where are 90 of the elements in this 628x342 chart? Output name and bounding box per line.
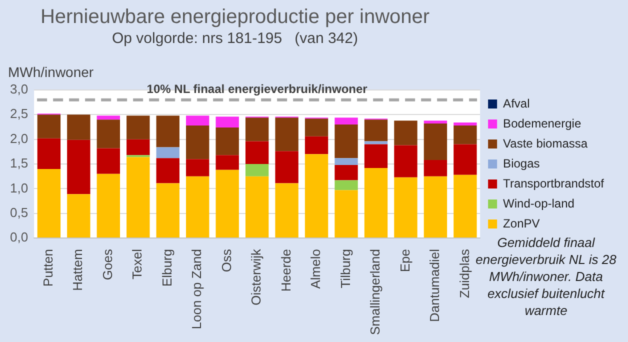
y-tick-label: 2,5 bbox=[10, 106, 28, 122]
bar bbox=[454, 144, 477, 175]
bar bbox=[275, 151, 298, 184]
bar bbox=[454, 122, 477, 126]
bar bbox=[304, 154, 328, 238]
bar bbox=[186, 126, 210, 160]
bar bbox=[275, 183, 298, 238]
bar bbox=[156, 158, 180, 184]
bar bbox=[364, 144, 388, 168]
x-tick-label: Loon op Zand bbox=[189, 249, 204, 330]
bar bbox=[275, 118, 298, 152]
bar bbox=[96, 116, 120, 120]
bar bbox=[96, 120, 120, 148]
bar bbox=[394, 145, 418, 178]
bar bbox=[364, 168, 388, 238]
chart-title: Hernieuwbare energieproductie per inwoner bbox=[39, 5, 431, 30]
x-tick-label: Goes bbox=[100, 248, 115, 280]
bar bbox=[364, 141, 388, 144]
bar bbox=[424, 176, 448, 238]
bar bbox=[37, 114, 61, 138]
x-tick-label: Heerde bbox=[278, 249, 294, 292]
x-tick-label: Texel bbox=[130, 248, 145, 280]
x-tick-label: Elburg bbox=[159, 249, 174, 287]
bar bbox=[245, 118, 269, 142]
y-tick-label: 1,0 bbox=[10, 180, 28, 196]
bar bbox=[424, 120, 448, 124]
bar bbox=[126, 157, 150, 238]
bar bbox=[156, 147, 180, 158]
x-tick-label: Zuidplas bbox=[456, 248, 472, 298]
bar bbox=[156, 116, 180, 148]
bar bbox=[364, 120, 388, 142]
bar bbox=[67, 194, 90, 238]
bar bbox=[334, 190, 358, 238]
y-tick-label: 2,0 bbox=[10, 130, 28, 146]
bar bbox=[454, 126, 477, 144]
bar bbox=[245, 164, 269, 176]
x-tick-label: Epe bbox=[397, 249, 412, 272]
legend-label: Transportbrandstof bbox=[503, 176, 605, 190]
ref-line-label: 10% NL finaal energieverbruik/inwoner bbox=[146, 82, 368, 96]
legend-label: Afval bbox=[503, 96, 530, 110]
bar bbox=[216, 170, 239, 238]
bar bbox=[96, 174, 120, 238]
bar bbox=[304, 118, 328, 136]
bar bbox=[304, 136, 328, 154]
chart-subtitle: Op volgorde: nrs 181-195 (van 342) bbox=[111, 30, 359, 49]
legend-label: Biogas bbox=[503, 156, 540, 170]
legend-label: ZonPV bbox=[503, 216, 540, 230]
bar bbox=[334, 180, 358, 190]
bar bbox=[424, 124, 448, 160]
x-tick-label: Putten bbox=[40, 249, 56, 287]
legend-label: Wind-op-land bbox=[503, 196, 574, 210]
bar bbox=[454, 174, 477, 238]
annotation: Gemiddeld finaal energieverbruik NL is 28 MWh/inwoner. Data exclusief buitenlucht warmte bbox=[476, 235, 616, 318]
bar bbox=[37, 138, 61, 169]
y-tick-label: 1,5 bbox=[10, 156, 28, 171]
bar bbox=[394, 120, 418, 146]
bar bbox=[67, 114, 90, 140]
legend-label: Vaste biomassa bbox=[503, 136, 588, 150]
bar bbox=[156, 183, 180, 238]
bar bbox=[245, 141, 269, 164]
bar bbox=[67, 140, 90, 194]
legend-label: Bodemenergie bbox=[503, 116, 582, 130]
x-tick-label: Smallingerland bbox=[368, 249, 383, 336]
bar bbox=[126, 139, 150, 156]
y-tick-label: 0,5 bbox=[10, 204, 28, 220]
x-tick-label: Almelo bbox=[308, 249, 324, 289]
bar bbox=[186, 116, 210, 126]
y-tick-label: 0,0 bbox=[10, 230, 28, 245]
x-tick-label: Hattem bbox=[70, 249, 86, 291]
bar bbox=[334, 118, 358, 125]
bar bbox=[216, 127, 239, 156]
x-tick-label: Tilburg bbox=[338, 249, 353, 288]
bar bbox=[394, 177, 418, 238]
bar bbox=[424, 160, 448, 176]
y-tick-label: 3,0 bbox=[10, 82, 28, 97]
bar bbox=[334, 164, 358, 180]
bar bbox=[186, 159, 210, 176]
bar bbox=[126, 116, 150, 140]
bar bbox=[334, 124, 358, 158]
bar bbox=[216, 155, 239, 170]
bar bbox=[96, 148, 120, 174]
bar bbox=[216, 116, 239, 128]
bar bbox=[245, 176, 269, 238]
x-tick-label: Oss bbox=[218, 248, 234, 272]
bar bbox=[334, 158, 358, 165]
bar bbox=[37, 168, 61, 238]
x-tick-label: Oisterwijk bbox=[248, 248, 264, 306]
bar bbox=[186, 176, 210, 238]
x-tick-label: Dantumadiel bbox=[427, 248, 442, 322]
y-axis-title: MWh/inwoner bbox=[8, 64, 94, 80]
